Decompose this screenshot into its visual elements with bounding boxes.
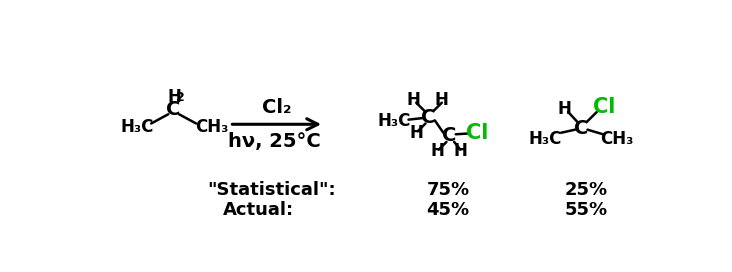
Text: Actual:: Actual: [223, 201, 294, 219]
Text: C: C [574, 119, 589, 138]
Text: CH₃: CH₃ [195, 118, 228, 135]
Text: H: H [168, 88, 182, 106]
Text: 2: 2 [176, 91, 185, 104]
Text: Cl₂: Cl₂ [262, 98, 291, 117]
Text: H₃C: H₃C [529, 130, 562, 148]
Text: 75%: 75% [427, 181, 469, 199]
Text: "Statistical":: "Statistical": [207, 181, 335, 199]
Text: C: C [442, 126, 457, 145]
Text: 45%: 45% [427, 201, 469, 219]
Text: hν, 25°C: hν, 25°C [228, 132, 321, 151]
Text: C: C [422, 108, 436, 127]
Text: Cl: Cl [594, 97, 616, 117]
Text: H₃C: H₃C [121, 118, 154, 135]
Text: H: H [557, 100, 571, 118]
Text: CH₃: CH₃ [600, 130, 634, 148]
Text: H₃C: H₃C [377, 112, 411, 130]
Text: 25%: 25% [564, 181, 608, 199]
Text: H: H [409, 124, 423, 142]
Text: Cl: Cl [466, 123, 489, 143]
Text: H: H [406, 91, 420, 109]
Text: H: H [453, 142, 467, 160]
Text: 55%: 55% [564, 201, 608, 219]
Text: H: H [435, 91, 449, 109]
Text: C: C [165, 100, 180, 119]
Text: H: H [430, 142, 444, 160]
